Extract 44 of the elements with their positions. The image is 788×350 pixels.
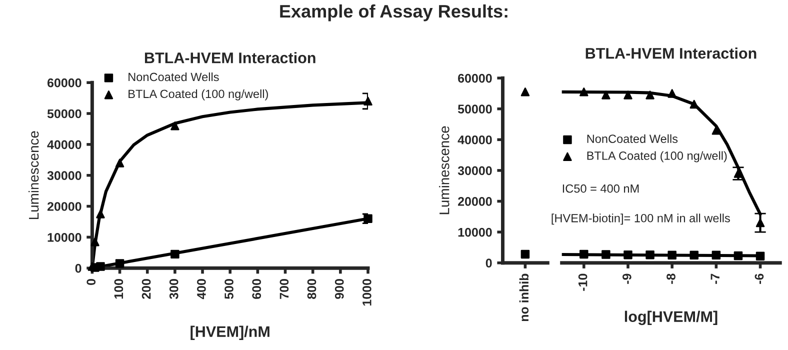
x-tick-label: 0 [86,279,96,285]
x-tick-label: 600 [252,279,262,299]
x-tick-label: -8 [666,274,676,284]
x-tick-label: -7 [710,274,720,284]
x-tick-label: 500 [224,279,234,299]
y-axis-title: Luminescence [439,126,450,214]
y-tick-label: 10000 [458,228,492,237]
legend-label: NonCoated Wells [128,72,219,82]
x-tick-label: 1000 [362,279,372,306]
y-tick-label: 20000 [458,197,492,206]
x-tick-label: 800 [307,279,316,299]
y-tick-label: 10000 [48,232,82,242]
y-tick-label: 0 [75,264,82,273]
chart-title: BTLA-HVEM Interaction [586,48,756,59]
y-tick-label: 0 [486,258,492,268]
y-axis-title: Luminescence [28,131,39,219]
x-axis-title: [HVEM]/nM [190,326,270,340]
y-tick-label: 50000 [458,104,492,114]
y-tick-label: 30000 [47,171,82,180]
y-tick-label: 40000 [458,135,492,144]
annotation: IC50 = 400 nM [562,184,639,193]
annotation: [HVEM-biotin]= 100 nM in all wells [552,214,730,225]
x-axis-title: log[HVEM/M] [624,310,718,326]
x-tick-label: 200 [142,279,151,299]
y-tick-label: 30000 [458,166,492,176]
text: Example of Assay Results: [280,4,508,22]
x-tick-label: -6 [754,274,764,284]
chart-title: BTLA-HVEM Interaction [144,52,316,64]
x-tick-label: 100 [114,279,124,299]
y-tick-label: 60000 [458,74,492,83]
legend-label: NonCoated Wells [587,134,678,143]
y-tick-label: 60000 [47,78,82,88]
x-tick-label: 300 [169,279,178,300]
x-tick-label: 400 [197,279,206,300]
y-tick-label: 40000 [47,140,82,150]
legend-label: BTLA Coated (100 ng/well) [128,89,268,100]
y-tick-label: 50000 [47,109,82,118]
x-tick-label: 900 [334,279,344,299]
x-tick-label: 700 [280,279,289,299]
legend-label: BTLA Coated (100 ng/well) [587,151,727,162]
x-tick-label: no inhib [519,274,529,322]
x-tick-label: -9 [622,274,632,284]
y-tick-label: 20000 [47,202,82,211]
x-tick-label: -10 [578,274,588,291]
